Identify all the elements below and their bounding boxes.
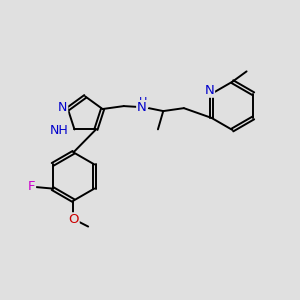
Text: N: N xyxy=(137,101,147,114)
Text: NH: NH xyxy=(49,124,68,137)
Text: H: H xyxy=(139,97,148,107)
Text: N: N xyxy=(204,84,214,97)
Text: O: O xyxy=(68,213,79,226)
Text: N: N xyxy=(58,101,67,114)
Text: F: F xyxy=(28,180,35,193)
